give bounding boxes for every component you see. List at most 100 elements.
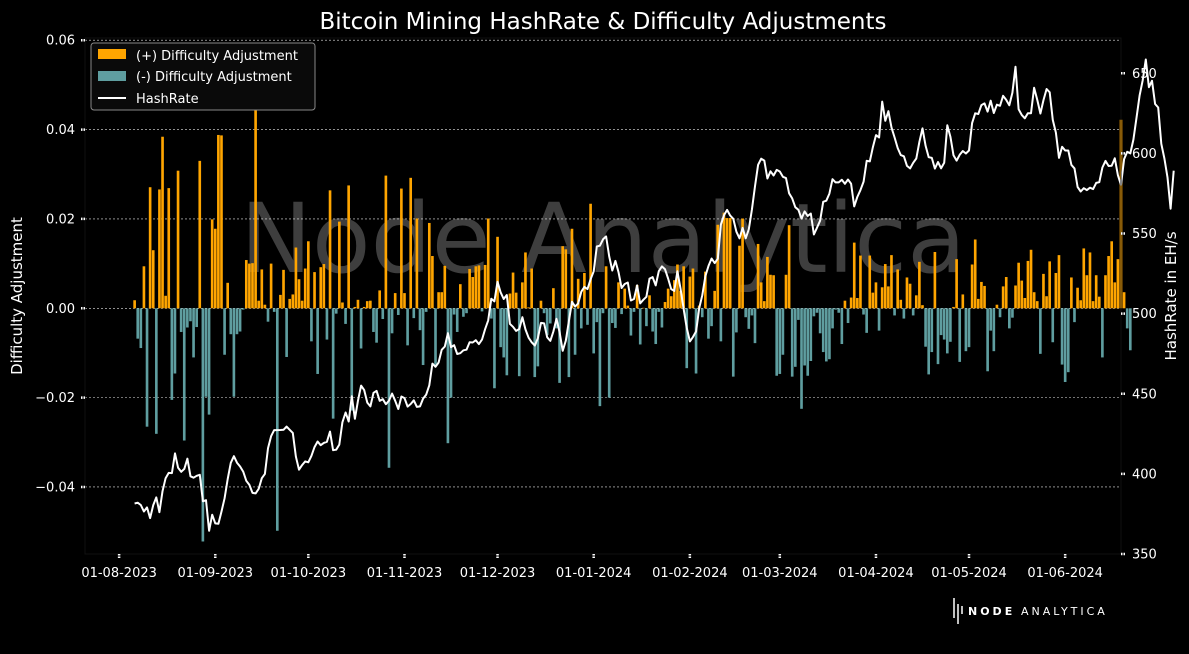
bar-positive <box>1026 260 1030 309</box>
y-axis-label-left: Difficulty Adjustment <box>8 217 26 375</box>
bar-positive <box>279 294 282 309</box>
bar-positive <box>914 295 918 309</box>
bar-positive <box>918 261 921 309</box>
bar-positive <box>769 274 772 309</box>
bar-negative <box>781 308 785 355</box>
bar-negative <box>806 308 810 376</box>
bar-negative <box>465 308 468 314</box>
bar-positive <box>1082 248 1086 309</box>
right-tick-label: 500 <box>1132 307 1157 322</box>
bar-negative <box>707 308 710 339</box>
bar-negative <box>499 308 502 348</box>
bar-negative <box>204 308 208 397</box>
bar-negative <box>793 308 797 367</box>
bar-negative <box>1060 308 1064 365</box>
bar-negative <box>942 308 946 340</box>
bar-negative <box>753 308 757 344</box>
bar-negative <box>334 308 338 314</box>
bar-negative <box>207 308 211 415</box>
legend-swatch-positive <box>98 49 126 59</box>
x-tick-label: 01-12-2023 <box>460 566 536 581</box>
bar-positive <box>1107 256 1110 309</box>
bar-negative <box>877 308 881 331</box>
bar-positive <box>158 189 161 309</box>
bar-negative <box>1066 308 1070 373</box>
bar-negative <box>821 308 825 353</box>
brand-logo: NODE ANALYTICA <box>953 598 1108 624</box>
bar-negative <box>614 308 617 328</box>
bar-positive <box>1048 261 1051 309</box>
bar-positive <box>1116 259 1120 309</box>
bar-negative <box>620 308 623 315</box>
bar-positive <box>251 263 254 309</box>
bar-positive <box>883 264 887 309</box>
bar-positive <box>530 268 533 309</box>
bar-negative <box>186 308 189 328</box>
bar-positive <box>682 266 685 309</box>
bar-positive <box>365 301 369 309</box>
bar-negative <box>189 308 192 322</box>
bar-negative <box>412 308 416 319</box>
bar-positive <box>294 247 298 309</box>
right-tick-label: 350 <box>1132 548 1157 563</box>
bar-negative <box>598 308 602 407</box>
hashrate-line <box>134 58 1175 532</box>
bar-positive <box>741 218 744 309</box>
bar-positive <box>1091 301 1095 309</box>
bar-positive <box>508 293 512 309</box>
bar-positive <box>1042 273 1045 309</box>
bar-positive <box>437 292 440 309</box>
bar-positive <box>970 264 974 309</box>
bar-negative <box>490 308 493 319</box>
bar-negative <box>155 308 158 434</box>
bar-positive <box>933 251 937 309</box>
x-tick-label: 01-04-2024 <box>838 566 914 581</box>
bar-positive <box>468 268 471 309</box>
bar-positive <box>762 301 766 309</box>
bar-positive <box>384 175 388 309</box>
bar-positive <box>784 274 788 309</box>
bar-positive <box>213 228 217 309</box>
bar-positive <box>1004 277 1008 309</box>
bar-negative <box>911 308 915 316</box>
bar-negative <box>1125 308 1129 329</box>
bar-positive <box>1057 255 1061 309</box>
bar-positive <box>313 272 316 309</box>
bar-positive <box>282 269 285 309</box>
bar-positive <box>688 276 692 309</box>
bar-positive <box>474 266 478 309</box>
bar-negative <box>610 308 614 324</box>
bar-positive <box>955 259 958 309</box>
bar-positive <box>217 134 220 309</box>
bar-positive <box>995 304 999 309</box>
bar-positive <box>409 177 413 309</box>
bar-negative <box>396 308 400 315</box>
bar-negative <box>800 308 803 409</box>
bar-positive <box>570 228 574 309</box>
x-tick-label: 01-02-2024 <box>652 566 728 581</box>
bar-positive <box>1094 275 1098 309</box>
bar-negative <box>173 308 177 374</box>
bar-negative <box>567 308 571 378</box>
bar-negative <box>927 308 931 375</box>
bar-positive <box>874 282 878 309</box>
bar-negative <box>945 308 949 354</box>
bar-negative <box>790 308 794 377</box>
bar-positive <box>673 280 676 309</box>
bar-negative <box>989 308 993 331</box>
bar-negative <box>235 308 239 335</box>
bar-positive <box>164 295 167 309</box>
x-tick-label: 01-09-2023 <box>177 566 253 581</box>
brand-name-light: ANALYTICA <box>1021 605 1108 618</box>
bar-positive <box>257 300 261 309</box>
bar-positive <box>248 263 251 309</box>
legend-swatch-negative <box>98 71 126 81</box>
bar-negative <box>744 308 748 318</box>
bar-positive <box>1032 292 1036 309</box>
bar-negative <box>493 308 496 389</box>
bar-negative <box>939 308 943 336</box>
bar-negative <box>601 308 605 314</box>
bar-positive <box>297 279 301 309</box>
bar-positive <box>983 285 986 309</box>
bar-positive <box>319 267 323 309</box>
